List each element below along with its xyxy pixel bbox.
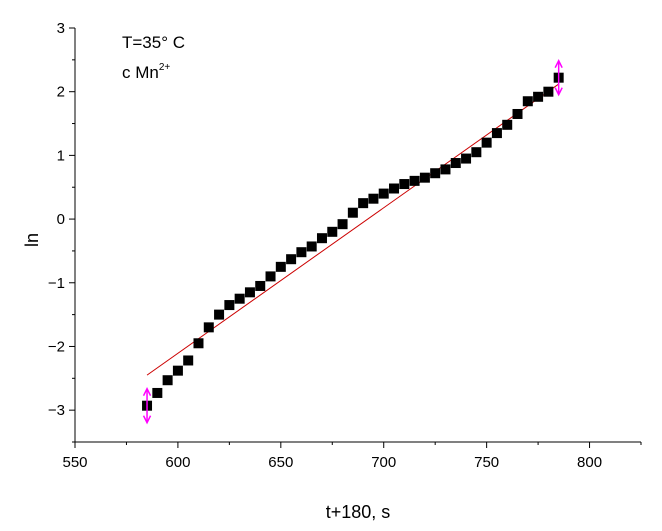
- error-bar-marker: [142, 387, 152, 425]
- data-point: [255, 280, 266, 291]
- axes: 550 600 650 700 750 800 −3 −2 −1 0 1 2 3: [48, 20, 642, 471]
- data-point: [183, 355, 194, 366]
- annotation-line-mn: c Mn2+: [122, 62, 170, 82]
- data-point: [347, 207, 358, 218]
- data-point: [419, 172, 430, 183]
- error-markers-layer: [142, 59, 563, 425]
- error-bar-arrow-up: [554, 59, 563, 69]
- data-point: [244, 287, 255, 298]
- annotation-line-temperature: T=35° C: [122, 33, 185, 52]
- data-point: [286, 254, 297, 265]
- data-point: [522, 96, 533, 107]
- data-point: [193, 338, 204, 349]
- x-axis-title: t+180, s: [326, 502, 391, 522]
- y-tick-label: 3: [57, 20, 65, 37]
- error-bar-arrow-up: [142, 387, 152, 397]
- x-tick-label: 750: [474, 454, 499, 471]
- data-point: [430, 168, 441, 179]
- x-tick-label: 650: [268, 454, 293, 471]
- y-tick-label: −3: [48, 402, 65, 419]
- x-tick-label: 550: [62, 454, 87, 471]
- data-point: [224, 300, 235, 311]
- data-point: [358, 198, 369, 209]
- annotation: T=35° C c Mn2+: [122, 33, 185, 82]
- y-tick-label: 0: [57, 211, 65, 228]
- data-point: [399, 179, 410, 190]
- fit-line: [146, 83, 559, 376]
- y-tick-label: 1: [57, 147, 65, 164]
- x-tick-label: 600: [165, 454, 190, 471]
- fit-line-layer: [146, 83, 559, 376]
- data-point: [337, 219, 348, 230]
- y-tick-label: −2: [48, 338, 65, 355]
- data-point: [491, 128, 502, 139]
- data-point: [471, 147, 482, 158]
- data-point: [440, 164, 451, 175]
- data-point: [481, 137, 492, 148]
- data-point: [203, 322, 214, 333]
- data-point: [378, 188, 389, 199]
- x-tick-label: 700: [371, 454, 396, 471]
- data-point: [296, 247, 307, 258]
- data-point: [389, 183, 400, 194]
- data-point: [162, 375, 173, 386]
- data-points-layer: [142, 72, 564, 411]
- error-bar-arrow-down: [142, 415, 152, 425]
- data-point: [306, 241, 317, 252]
- data-point: [234, 293, 245, 304]
- data-point: [461, 153, 472, 164]
- data-point: [327, 226, 338, 237]
- data-point: [152, 387, 163, 398]
- data-point: [214, 309, 225, 320]
- y-axis-title: ln: [22, 233, 42, 247]
- data-point: [512, 108, 523, 119]
- annotation-mn-text: c Mn: [122, 63, 159, 82]
- data-point: [172, 365, 183, 376]
- data-point: [316, 233, 327, 244]
- annotation-mn-charge: 2+: [159, 62, 171, 73]
- data-point: [543, 86, 554, 97]
- data-point: [265, 271, 276, 282]
- data-point: [409, 175, 420, 186]
- error-bar-arrow-down: [554, 87, 563, 97]
- data-point: [275, 261, 286, 272]
- data-point: [368, 193, 379, 204]
- data-point: [450, 158, 461, 169]
- y-tick-label: −1: [48, 275, 65, 292]
- data-point: [533, 91, 544, 102]
- y-tick-label: 2: [57, 84, 65, 101]
- x-tick-label: 800: [577, 454, 602, 471]
- error-bar-marker: [554, 59, 563, 97]
- data-point: [502, 119, 513, 130]
